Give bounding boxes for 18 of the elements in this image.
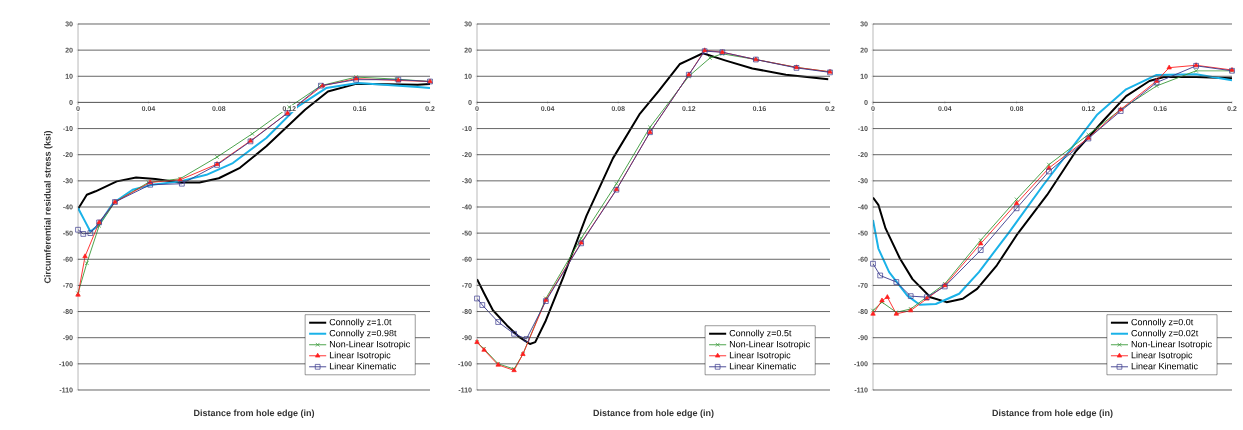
legend-label: Connolly z=0.98t	[329, 329, 397, 339]
legend-label: Non-Linear Isotropic	[1131, 340, 1212, 350]
legend-label: Non-Linear Isotropic	[729, 340, 810, 350]
legend-label: Linear Kinematic	[329, 362, 396, 370]
y-axis-title: Circumferential residual stress (ksi)	[44, 130, 53, 284]
legend-label: Non-Linear Isotropic	[329, 340, 410, 350]
x-axis-title: Distance from hole edge (in)	[992, 409, 1113, 418]
legend-label: Linear Isotropic	[329, 351, 391, 361]
x-axis-title: Distance from hole edge (in)	[593, 409, 714, 418]
legend-label: Connolly z=0.0t	[1131, 318, 1194, 328]
legend-label: Linear Kinematic	[729, 362, 796, 370]
legend-label: Connolly z=0.02t	[1131, 329, 1199, 339]
legend-label: Linear Isotropic	[1131, 351, 1193, 361]
legend-label: Linear Isotropic	[729, 351, 791, 361]
legend-label: Linear Kinematic	[1131, 362, 1198, 370]
legend-label: Connolly z=0.5t	[729, 329, 792, 339]
legend-label: Connolly z=1.0t	[329, 318, 392, 328]
x-axis-title: Distance from hole edge (in)	[194, 409, 315, 418]
